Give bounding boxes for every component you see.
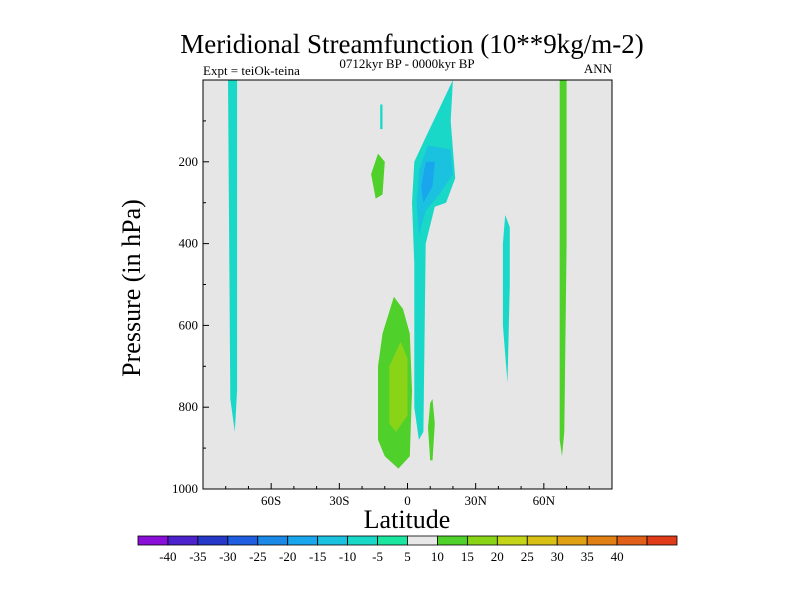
x-tick-label-3: 30N (464, 493, 487, 508)
colorbar-label-5: -15 (309, 549, 326, 564)
colorbar-label-9: 10 (431, 549, 444, 564)
contour-region-0 (228, 80, 238, 432)
colorbar-label-10: 15 (461, 549, 474, 564)
colorbar-swatch-17 (646, 535, 678, 546)
colorbar-label-13: 30 (551, 549, 564, 564)
colorbar-label-12: 25 (521, 549, 534, 564)
x-tick-label-0: 60S (261, 493, 281, 508)
contour-region-10 (428, 399, 435, 461)
colorbar-label-2: -30 (219, 549, 236, 564)
contour-region-5 (421, 161, 435, 203)
y-tick-label-3: 800 (179, 399, 199, 414)
colorbar-label-6: -10 (339, 549, 356, 564)
x-tick-label-4: 60N (533, 493, 556, 508)
chart-title: Meridional Streamfunction (10**9kg/m-2) (180, 29, 643, 59)
colorbar-swatch-3 (227, 535, 259, 546)
x-axis-label: Latitude (364, 505, 451, 534)
colorbar-label-7: -5 (372, 549, 383, 564)
colorbar-swatch-7 (347, 535, 378, 546)
colorbar-swatch-6 (317, 535, 349, 546)
colorbar-swatch-1 (167, 535, 199, 546)
y-tick-label-4: 1000 (172, 481, 198, 496)
colorbar-label-0: -40 (159, 549, 176, 564)
contour-region-6 (502, 215, 510, 383)
chart-subtitle-left: Expt = teiOk-teina (203, 63, 300, 78)
colorbar-label-4: -20 (279, 549, 296, 564)
colorbar-label-15: 40 (611, 549, 624, 564)
contour-region-2 (371, 153, 385, 199)
x-tick-label-1: 30S (329, 493, 349, 508)
colorbar-swatch-10 (437, 535, 468, 546)
colorbar-swatch-11 (466, 535, 498, 546)
colorbar-swatch-0 (137, 535, 169, 546)
colorbar-swatch-12 (496, 535, 528, 546)
x-tick-label-2: 0 (404, 493, 411, 508)
chart-subtitle-center: 0712kyr BP - 0000kyr BP (339, 56, 474, 71)
colorbar-swatch-13 (526, 535, 558, 546)
colorbar-label-14: 35 (581, 549, 594, 564)
y-tick-label-2: 600 (179, 317, 199, 332)
colorbar-swatch-8 (377, 535, 408, 546)
contour-region-7 (559, 80, 567, 457)
contour-region-1 (380, 104, 383, 130)
y-axis-label: Pressure (in hPa) (117, 199, 146, 377)
colorbar-swatch-14 (556, 535, 588, 546)
chart-subtitle-right: ANN (584, 61, 613, 76)
colorbar-swatch-2 (197, 535, 229, 546)
colorbar-swatch-15 (586, 535, 618, 546)
colorbar-swatch-9 (407, 535, 438, 546)
y-tick-label-1: 400 (179, 236, 199, 251)
colorbar-label-11: 20 (491, 549, 504, 564)
colorbar-swatch-4 (257, 535, 289, 546)
colorbar-label-3: -25 (249, 549, 266, 564)
colorbar-swatch-5 (287, 535, 319, 546)
y-tick-label-0: 200 (179, 154, 199, 169)
colorbar-label-8: 5 (404, 549, 411, 564)
colorbar-swatch-16 (616, 535, 648, 546)
colorbar-label-1: -35 (189, 549, 206, 564)
contour-region-9 (389, 341, 408, 432)
